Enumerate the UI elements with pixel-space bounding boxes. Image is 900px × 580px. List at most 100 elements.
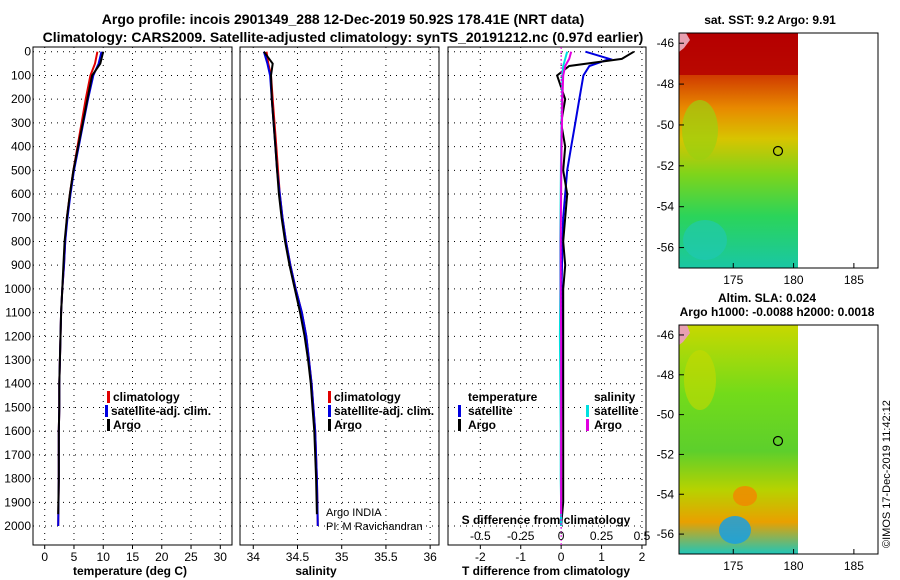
salinity-xlabel: salinity bbox=[295, 564, 337, 578]
sst-warm-band bbox=[679, 33, 798, 75]
temperature-xticks: 0 5 10 15 20 25 30 bbox=[41, 545, 227, 564]
map-ytick-label: -50 bbox=[657, 408, 675, 422]
sst-float-marker bbox=[772, 145, 784, 157]
sst-land-nz bbox=[679, 33, 690, 52]
map-ytick-label: -52 bbox=[657, 447, 675, 461]
difference-legend: temperature satellite Argo salinity sate… bbox=[458, 390, 639, 432]
x-tick-label: 0 bbox=[41, 550, 48, 564]
map-ytick-label: -52 bbox=[657, 159, 675, 173]
sla-float-marker bbox=[772, 435, 784, 447]
x-tick-label: 1 bbox=[598, 550, 605, 564]
x-tick-label: 25 bbox=[184, 550, 198, 564]
depth-tick-label: 1400 bbox=[4, 377, 31, 391]
legend-swatch-s-argo bbox=[586, 419, 589, 431]
sst-map-frame bbox=[678, 32, 879, 269]
depth-tick-label: 1200 bbox=[4, 329, 31, 343]
difference-lines bbox=[555, 47, 635, 545]
x-tick-label: 34.5 bbox=[286, 550, 310, 564]
salinity-legend: climatology satellite-adj. clim. Argo Ar… bbox=[326, 390, 434, 533]
map-xtick-label: 175 bbox=[723, 273, 743, 287]
sst-patch bbox=[682, 100, 718, 160]
s-diff-tick-label: -0.5 bbox=[470, 529, 491, 543]
legend-title-salinity: salinity bbox=[594, 390, 636, 404]
depth-tick-label: 2000 bbox=[4, 519, 31, 533]
sla-patch bbox=[684, 350, 716, 410]
depth-tick-label: 1500 bbox=[4, 400, 31, 414]
x-tick-label: 34 bbox=[247, 550, 261, 564]
map-ytick-label: -46 bbox=[657, 36, 675, 50]
depth-tick-label: 1300 bbox=[4, 353, 31, 367]
copyright-stamp: ©IMOS 17-Dec-2019 11:42:12 bbox=[881, 400, 893, 548]
depth-tick-label: 0 bbox=[24, 45, 31, 59]
legend-swatch-satellite bbox=[328, 405, 331, 417]
sla-land-nz bbox=[679, 325, 690, 345]
legend-label-argo: Argo bbox=[113, 418, 141, 432]
legend-swatch-t-argo bbox=[458, 419, 461, 431]
legend-label-t-satellite: satellite bbox=[468, 404, 513, 418]
sst-map bbox=[679, 33, 798, 268]
legend-label-climatology: climatology bbox=[334, 390, 401, 404]
series-line-satellite-adj-clim- bbox=[57, 51, 103, 527]
x-tick-label: 5 bbox=[71, 550, 78, 564]
map-ytick-label: -56 bbox=[657, 241, 675, 255]
legend-swatch-satellite bbox=[105, 405, 108, 417]
argo-program-note: Argo INDIA bbox=[326, 507, 382, 519]
legend-swatch-argo bbox=[328, 419, 331, 431]
difference-panel bbox=[447, 46, 647, 546]
x-tick-label: 30 bbox=[214, 550, 228, 564]
x-tick-label: 35.5 bbox=[374, 550, 398, 564]
difference-s-label: S difference from climatology bbox=[462, 513, 631, 527]
salinity-panel bbox=[239, 46, 440, 546]
figure-title-line2: Climatology: CARS2009. Satellite-adjuste… bbox=[43, 29, 644, 45]
x-tick-label: 15 bbox=[126, 550, 140, 564]
depth-tick-label: 900 bbox=[11, 258, 31, 272]
map-ytick-label: -54 bbox=[657, 487, 675, 501]
temperature-xlabel: temperature (deg C) bbox=[73, 564, 187, 578]
legend-label-satellite: satellite-adj. clim. bbox=[334, 404, 434, 418]
difference-xticks: -2 -1 0 1 2 bbox=[475, 545, 646, 564]
salinity-grid bbox=[240, 47, 439, 545]
map-ytick-label: -56 bbox=[657, 527, 675, 541]
difference-grid bbox=[448, 47, 646, 545]
map-xtick-label: 175 bbox=[723, 559, 743, 573]
x-tick-label: 2 bbox=[639, 550, 646, 564]
depth-axis: 0 100 200 300 400 500 600 700 800 900 1000 1100 1200… bbox=[4, 45, 31, 533]
legend-title-temperature: temperature bbox=[468, 390, 538, 404]
legend-swatch-t-satellite bbox=[458, 405, 461, 417]
depth-tick-label: 200 bbox=[11, 92, 31, 106]
depth-tick-label: 300 bbox=[11, 116, 31, 130]
s-diff-tick-label: -0.25 bbox=[507, 529, 535, 543]
depth-tick-label: 600 bbox=[11, 187, 31, 201]
x-tick-label: 36 bbox=[423, 550, 437, 564]
sla-map-ticks: -46 -48 -50 -52 -54 -56 175 180 185 bbox=[657, 328, 865, 573]
legend-swatch-s-satellite bbox=[586, 405, 589, 417]
depth-tick-label: 1000 bbox=[4, 282, 31, 296]
difference-xlabel: T difference from climatology bbox=[462, 564, 630, 578]
legend-swatch-climatology bbox=[107, 391, 110, 403]
sla-map bbox=[679, 325, 798, 554]
legend-label-t-argo: Argo bbox=[468, 418, 496, 432]
depth-tick-label: 1600 bbox=[4, 424, 31, 438]
legend-label-s-argo: Argo bbox=[594, 418, 622, 432]
sla-map-frame bbox=[678, 324, 879, 555]
x-tick-label: -2 bbox=[475, 550, 486, 564]
x-tick-label: -1 bbox=[515, 550, 526, 564]
map-ytick-label: -54 bbox=[657, 200, 675, 214]
series-line-temperature-argo bbox=[555, 50, 635, 527]
legend-label-s-satellite: satellite bbox=[594, 404, 639, 418]
sst-cool-patch bbox=[683, 220, 727, 260]
legend-label-satellite: satellite-adj. clim. bbox=[111, 404, 211, 418]
depth-tick-label: 1900 bbox=[4, 495, 31, 509]
temperature-legend: climatology satellite-adj. clim. Argo bbox=[105, 390, 211, 432]
depth-tick-label: 700 bbox=[11, 211, 31, 225]
depth-tick-label: 1100 bbox=[5, 306, 31, 320]
map-ytick-label: -46 bbox=[657, 328, 675, 342]
depth-tick-label: 400 bbox=[11, 140, 31, 154]
s-diff-tick-label: 0.25 bbox=[590, 529, 614, 543]
sla-low-patch bbox=[719, 516, 751, 544]
pi-note: PI: M Ravichandran bbox=[326, 521, 423, 533]
depth-tick-label: 500 bbox=[11, 163, 31, 177]
x-tick-label: 0 bbox=[558, 550, 565, 564]
x-tick-label: 35 bbox=[335, 550, 349, 564]
